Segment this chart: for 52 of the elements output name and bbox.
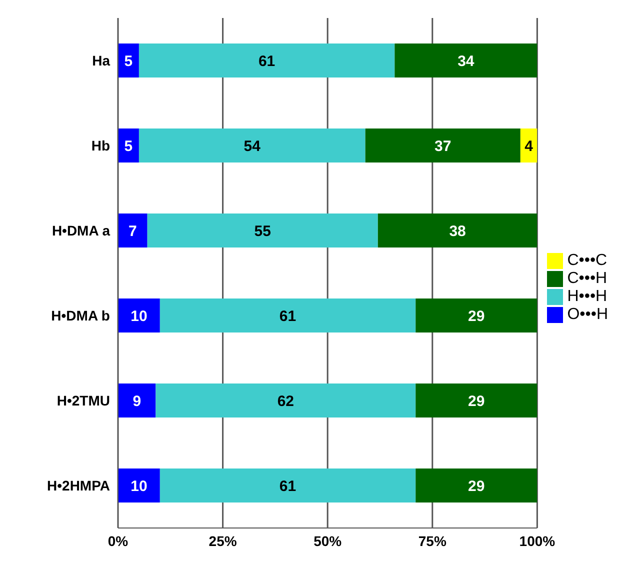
bar <box>118 298 160 332</box>
x-tick-label: 25% <box>208 532 238 549</box>
bar <box>416 384 538 418</box>
y-tick-label: H•DMA a <box>52 222 110 238</box>
bar <box>160 468 416 502</box>
legend-label: C•••C <box>567 252 608 269</box>
bar <box>138 128 366 162</box>
x-tick-label: 0% <box>108 532 129 549</box>
legend-label: O•••H <box>567 306 608 323</box>
bar <box>394 44 538 78</box>
data-label: 61 <box>279 308 296 325</box>
x-tick-label: 75% <box>418 532 447 549</box>
y-tick-label: H•DMA b <box>51 307 110 324</box>
bar <box>118 214 148 248</box>
bar <box>118 384 156 418</box>
y-tick-label: H•2TMU <box>56 392 110 408</box>
y-tick-label: Hb <box>91 137 110 154</box>
data-label: 29 <box>468 392 485 410</box>
bar <box>156 384 416 418</box>
legend-label: H•••H <box>567 288 608 305</box>
bar <box>378 214 538 248</box>
data-label: 5 <box>124 52 133 70</box>
data-label: 4 <box>524 138 534 155</box>
data-label: 9 <box>132 392 142 410</box>
bar <box>416 468 538 502</box>
y-tick-label: Ha <box>92 52 110 68</box>
bar <box>138 44 395 78</box>
bar <box>160 298 416 332</box>
data-label: 34 <box>458 52 475 70</box>
bar <box>416 298 538 332</box>
data-label: 61 <box>258 52 276 70</box>
data-label: 54 <box>244 138 262 155</box>
data-label: 37 <box>434 138 452 155</box>
y-tick-label: H•2HMPA <box>47 477 110 494</box>
x-tick-label: 50% <box>314 532 342 549</box>
bar <box>118 468 160 502</box>
bar <box>147 214 378 248</box>
data-label: 7 <box>128 222 137 240</box>
bar <box>118 128 139 162</box>
data-label: 5 <box>124 138 133 155</box>
bar <box>365 128 520 162</box>
data-label: 29 <box>468 478 485 495</box>
data-label: 62 <box>277 392 294 410</box>
bar <box>118 44 139 78</box>
x-tick-label: 100% <box>519 532 556 549</box>
data-label: 38 <box>449 222 466 240</box>
data-label: 10 <box>130 308 148 325</box>
data-label: 10 <box>130 478 148 495</box>
data-label: 61 <box>279 478 296 495</box>
legend-label: C•••H <box>567 270 608 287</box>
data-label: 55 <box>254 222 271 240</box>
data-label: 29 <box>468 308 485 325</box>
